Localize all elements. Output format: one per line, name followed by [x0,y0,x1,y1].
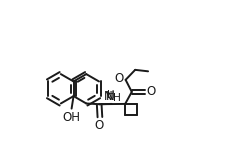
Text: O: O [115,72,124,85]
Text: H: H [107,90,114,100]
Text: O: O [146,85,156,98]
Text: OH: OH [62,111,81,124]
Text: H: H [113,93,121,103]
Text: O: O [94,119,104,132]
Text: N: N [106,90,115,103]
Text: N: N [103,90,112,103]
